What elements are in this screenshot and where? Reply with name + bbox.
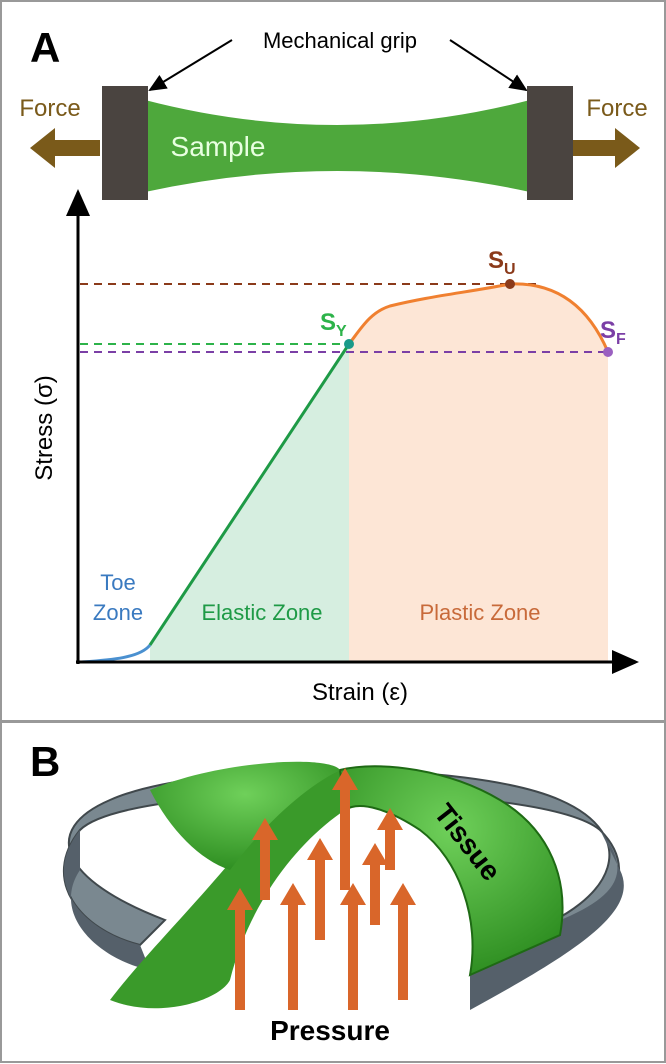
x-axis-label: Strain (ε) xyxy=(312,679,408,706)
fracture-point xyxy=(603,347,613,357)
grip xyxy=(527,86,573,200)
force-arrow xyxy=(30,128,100,168)
grip-label: Mechanical grip xyxy=(263,28,417,53)
plastic-label: Plastic Zone xyxy=(419,600,540,625)
grip xyxy=(102,86,148,200)
grip-pointer xyxy=(450,40,526,90)
figure: A Mechanical grip Sample Force Force SY … xyxy=(0,0,666,1064)
yield-label: SY xyxy=(320,309,347,340)
sample-label: Sample xyxy=(171,131,266,162)
ultimate-label: SU xyxy=(488,247,516,278)
force-label: Force xyxy=(586,95,647,122)
yield-point xyxy=(344,339,354,349)
force-arrow xyxy=(573,128,640,168)
toe-curve xyxy=(82,645,150,662)
grip-pointer xyxy=(150,40,232,90)
panel-label: A xyxy=(30,24,60,71)
force-label: Force xyxy=(19,95,80,122)
elastic-label: Elastic Zone xyxy=(201,600,322,625)
fracture-label: SF xyxy=(600,317,626,348)
y-axis-label: Stress (σ) xyxy=(31,375,58,480)
panel-label: B xyxy=(30,738,60,785)
ultimate-point xyxy=(505,279,515,289)
pressure-label: Pressure xyxy=(270,1015,390,1046)
